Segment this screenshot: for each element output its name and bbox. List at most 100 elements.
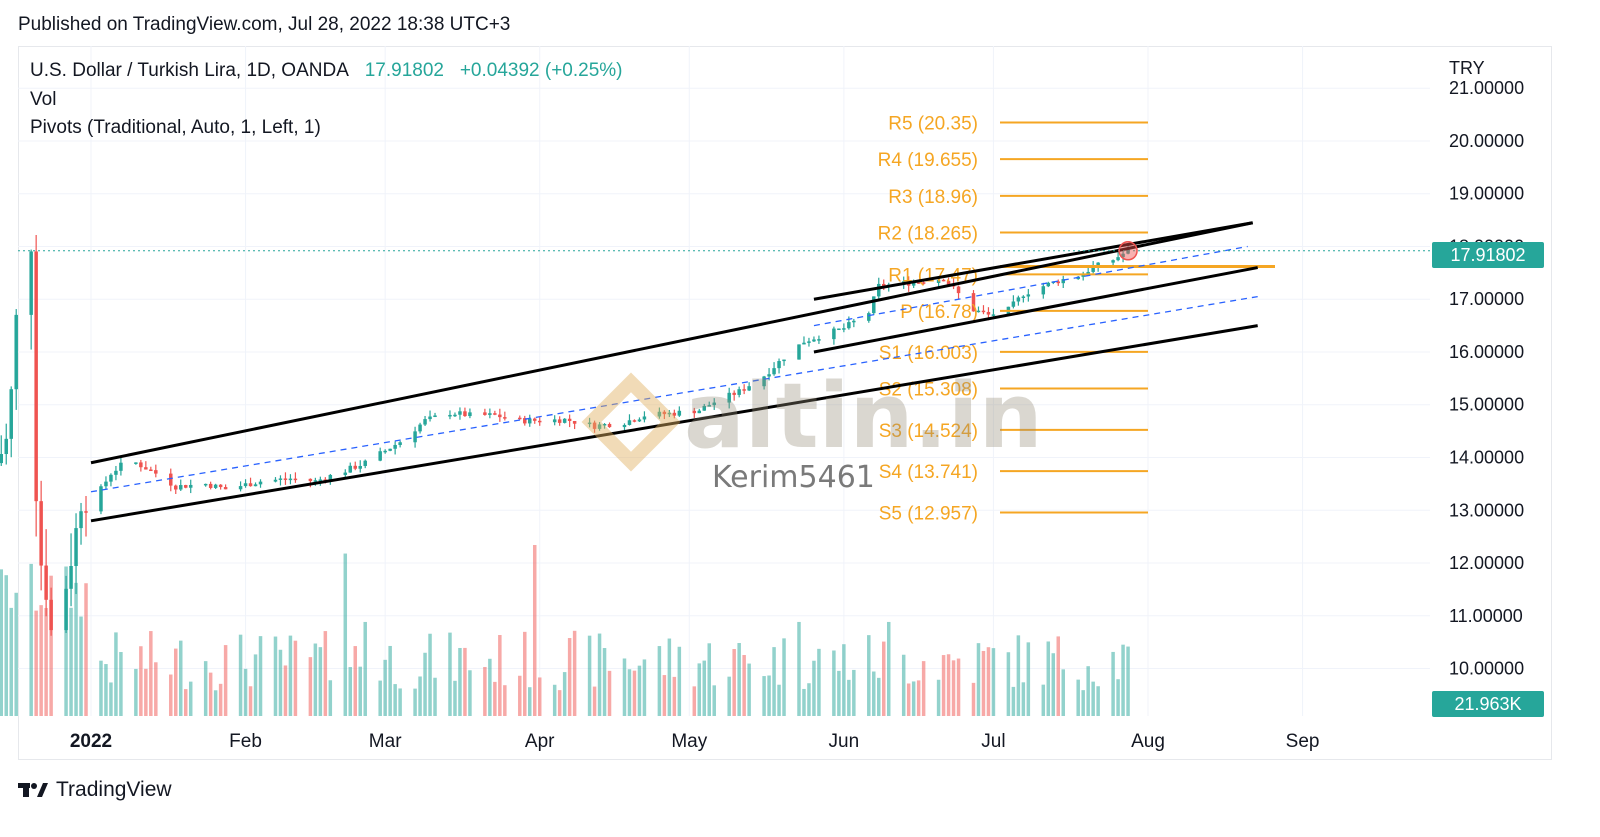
candle-body [9,389,13,439]
pivot-label: S5 (12.957) [879,504,978,525]
pivot-label: S4 (13.741) [879,462,978,483]
candle-body [637,419,642,422]
volume-bar [587,635,592,716]
volume-bar [812,660,816,716]
volume-bar [807,683,811,716]
volume-bar [248,686,253,716]
channel-midline [813,245,1248,327]
volume-bar [1091,681,1095,716]
volume-bar [532,545,537,716]
channel-short-lower [813,266,1258,354]
candle-body [767,374,771,377]
channel-short-upper [813,221,1253,301]
candle-body [657,411,662,417]
volume-bar [981,650,986,716]
volume-bar [817,648,821,716]
published-note: Published on TradingView.com, Jul 28, 20… [18,14,511,35]
candle-body [388,448,392,451]
volume-bar [1081,690,1085,716]
candle-body [572,420,577,424]
volume-bar [737,643,741,716]
candle-body [782,359,786,362]
candle-body [882,283,886,287]
volume-bar [1126,646,1130,716]
symbol-title[interactable]: U.S. Dollar / Turkish Lira, 1D, OANDA [30,60,349,81]
volume-bar [139,646,143,716]
legend-pivots[interactable]: Pivots (Traditional, Auto, 1, Left, 1) [30,117,321,138]
volume-bar [782,638,786,716]
candle-body [154,470,158,474]
volume-bar [986,647,991,716]
x-tick-label: Sep [1286,731,1320,752]
volume-bar [677,646,682,716]
candle-body [248,483,253,487]
volume-bar [149,631,153,716]
y-tick-label: 16.00000 [1449,342,1524,362]
candle-body [308,478,313,482]
legend-vol[interactable]: Vol [30,89,57,110]
candle-body [498,414,502,418]
candle-body [14,314,18,390]
x-tick-label: Mar [369,731,402,752]
volume-bar [288,635,293,716]
volume-bar [672,676,677,716]
volume-bar [867,635,871,716]
candle-body [1011,301,1016,307]
candle-body [852,320,856,323]
candle-body [971,293,976,312]
volume-bar [144,668,148,716]
candle-body [1096,262,1100,267]
candle-body [463,411,467,417]
candle-body [562,418,567,423]
y-tick-label: 11.00000 [1449,606,1523,626]
volume-bar [767,675,771,716]
candle-body [1046,282,1051,287]
candle-body [109,474,113,482]
volume-bar [4,575,8,716]
volume-bar [742,655,746,716]
candle-body [348,465,353,473]
pivot-label: R5 (20.35) [888,113,978,134]
candle-body [328,474,333,481]
volume-bar [223,645,228,716]
candle-body [313,480,318,482]
volume-bar [557,690,562,716]
volume-tag: 21.963K [1432,691,1544,717]
channel-upper [90,221,1254,465]
watermark-logo-icon [581,372,681,472]
pivot-label: P (16.78) [900,302,978,323]
candle-body [817,339,821,341]
candle-body [363,460,367,466]
brand-watermark: altin.in [581,364,1043,472]
volume-bar [488,658,492,716]
footer-brand[interactable]: TradingView [18,778,172,802]
volume-bar [468,670,472,716]
volume-bar [119,652,123,716]
candle-body [567,418,572,421]
candle-body [458,411,462,415]
candle-body [428,416,432,420]
candle-body [1116,257,1120,261]
x-tick-label: Jul [981,731,1005,752]
volume-bar [273,636,278,716]
candle-body [642,416,647,420]
volume-bar [936,679,941,716]
current-price-tag: 17.91802 [1432,242,1544,268]
volume-bar [293,640,298,716]
volume-bar [483,666,487,716]
candle-body [1086,271,1090,274]
candle-body [4,438,8,455]
author-watermark: Kerim5461 [712,460,875,495]
candle-body [1026,294,1031,297]
volume-bar [69,607,73,716]
volume-bar [313,643,318,716]
candle-body [34,251,38,502]
x-tick-label: Jun [829,731,860,752]
volume-bar [622,658,627,716]
volume-bar [154,662,158,716]
candle-body [667,412,672,415]
highlight-marker [1118,241,1138,261]
volume-bar [528,687,532,716]
volume-bar [283,665,288,716]
